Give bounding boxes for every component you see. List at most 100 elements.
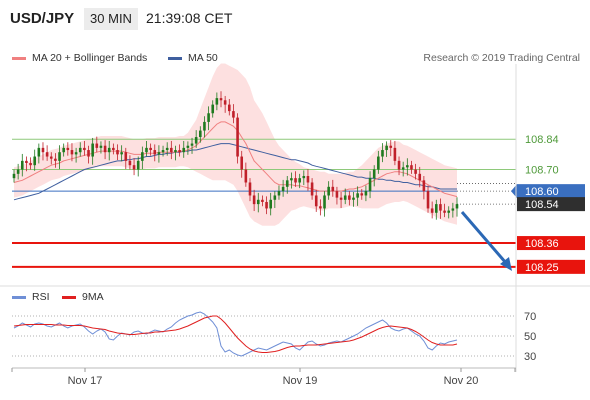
candle-body [132, 165, 136, 170]
candle-body [265, 201, 268, 209]
legend-rsi: RSI [12, 291, 50, 303]
candle-body [49, 156, 53, 159]
candle-body [107, 147, 111, 153]
candle-body [327, 186, 330, 196]
candle-body [33, 156, 37, 166]
candle-body [128, 160, 132, 166]
level-tag-bg-2 [517, 184, 585, 199]
candle-body [41, 147, 45, 153]
legend-ma20: MA 20 + Bollinger Bands [12, 52, 147, 64]
candle-body [174, 150, 177, 153]
candle-body [302, 176, 306, 179]
candle-body [426, 191, 430, 209]
candle-body [157, 152, 161, 155]
level-tag-bg-4 [517, 236, 585, 251]
legend-ma20-label: MA 20 + Bollinger Bands [32, 52, 148, 64]
candle-body [414, 169, 417, 174]
candle-body [281, 186, 285, 192]
candle-body [306, 176, 310, 183]
candle-body [277, 191, 281, 196]
candle-body [54, 158, 57, 161]
candle-body [87, 150, 90, 157]
candle-body [348, 195, 351, 200]
projection-arrow-head [500, 257, 512, 271]
candle-body [256, 199, 260, 205]
symbol-title: USD/JPY [10, 10, 75, 27]
candle-body [443, 210, 446, 213]
legend-rsi-label: RSI [32, 291, 50, 303]
timestamp: 21:39:08 CET [146, 10, 233, 26]
level-tag-1: 108.70 [525, 165, 559, 177]
rsi-line [13, 311, 458, 357]
candle-body [29, 163, 32, 166]
candle-body [232, 111, 235, 118]
candle-body [215, 98, 219, 105]
candle-body [422, 180, 426, 192]
candle-body [136, 160, 140, 170]
candle-body [74, 152, 78, 155]
rsi-swatch [12, 295, 26, 299]
candle-body [37, 147, 41, 157]
candle-body [335, 191, 339, 198]
candle-body [178, 150, 181, 153]
candle-body [203, 121, 206, 131]
candle-body [170, 147, 173, 153]
rsi-ma-line [13, 315, 458, 353]
ma50-line [13, 143, 457, 201]
candle-body [244, 169, 248, 183]
candle-body [62, 147, 65, 153]
candle-body [406, 165, 409, 168]
candle-body [323, 195, 326, 209]
candle-body [269, 199, 272, 209]
candle-body [211, 104, 215, 114]
candle-body [285, 180, 289, 187]
candle-body [418, 173, 422, 181]
candle-body [331, 186, 335, 192]
candle-body [78, 147, 82, 153]
candle-body [83, 147, 86, 151]
candle-body [165, 147, 169, 151]
candle-body [319, 206, 322, 209]
candle-body [314, 195, 318, 207]
candle-body [290, 178, 293, 181]
timeframe-selector[interactable]: 30 MIN [84, 8, 138, 30]
candle-body [45, 152, 49, 157]
candle-body [397, 160, 401, 170]
candle-body [103, 145, 107, 153]
candle-body [377, 156, 380, 170]
candle-body [310, 182, 314, 196]
candle-body [207, 113, 210, 122]
candle-body [16, 169, 20, 174]
candle-body [66, 147, 70, 151]
candle-body [20, 160, 24, 170]
candle-body [199, 130, 202, 138]
candle-body [58, 152, 61, 161]
candle-body [381, 150, 384, 157]
level-tag-5: 108.25 [525, 262, 559, 274]
candle-body [439, 204, 442, 211]
candle-body [364, 191, 368, 196]
candle-body [360, 193, 364, 196]
research-credit: Research © 2019 Trading Central [423, 52, 580, 64]
ma50-swatch [168, 56, 182, 60]
candle-body [145, 147, 148, 153]
candle-body [385, 145, 388, 151]
legend-ma50: MA 50 [168, 52, 218, 64]
candle-body [356, 193, 359, 198]
candle-body [186, 145, 190, 148]
ma20-swatch [12, 56, 26, 60]
level-tag-bg-3 [517, 197, 585, 212]
rsi-tick-label: 50 [524, 331, 536, 343]
legend-ma50-label: MA 50 [188, 52, 218, 64]
projection-arrow-shaft [460, 211, 508, 264]
candle-body [252, 195, 256, 205]
x-tick-label: Nov 19 [283, 375, 318, 387]
candle-body [227, 104, 231, 112]
candle-body [95, 143, 99, 148]
candle-body [25, 160, 28, 164]
candle-body [248, 182, 252, 196]
level-tag-bg-5 [517, 259, 585, 274]
candle-body [112, 147, 115, 151]
level-tag-0: 108.84 [525, 134, 559, 146]
